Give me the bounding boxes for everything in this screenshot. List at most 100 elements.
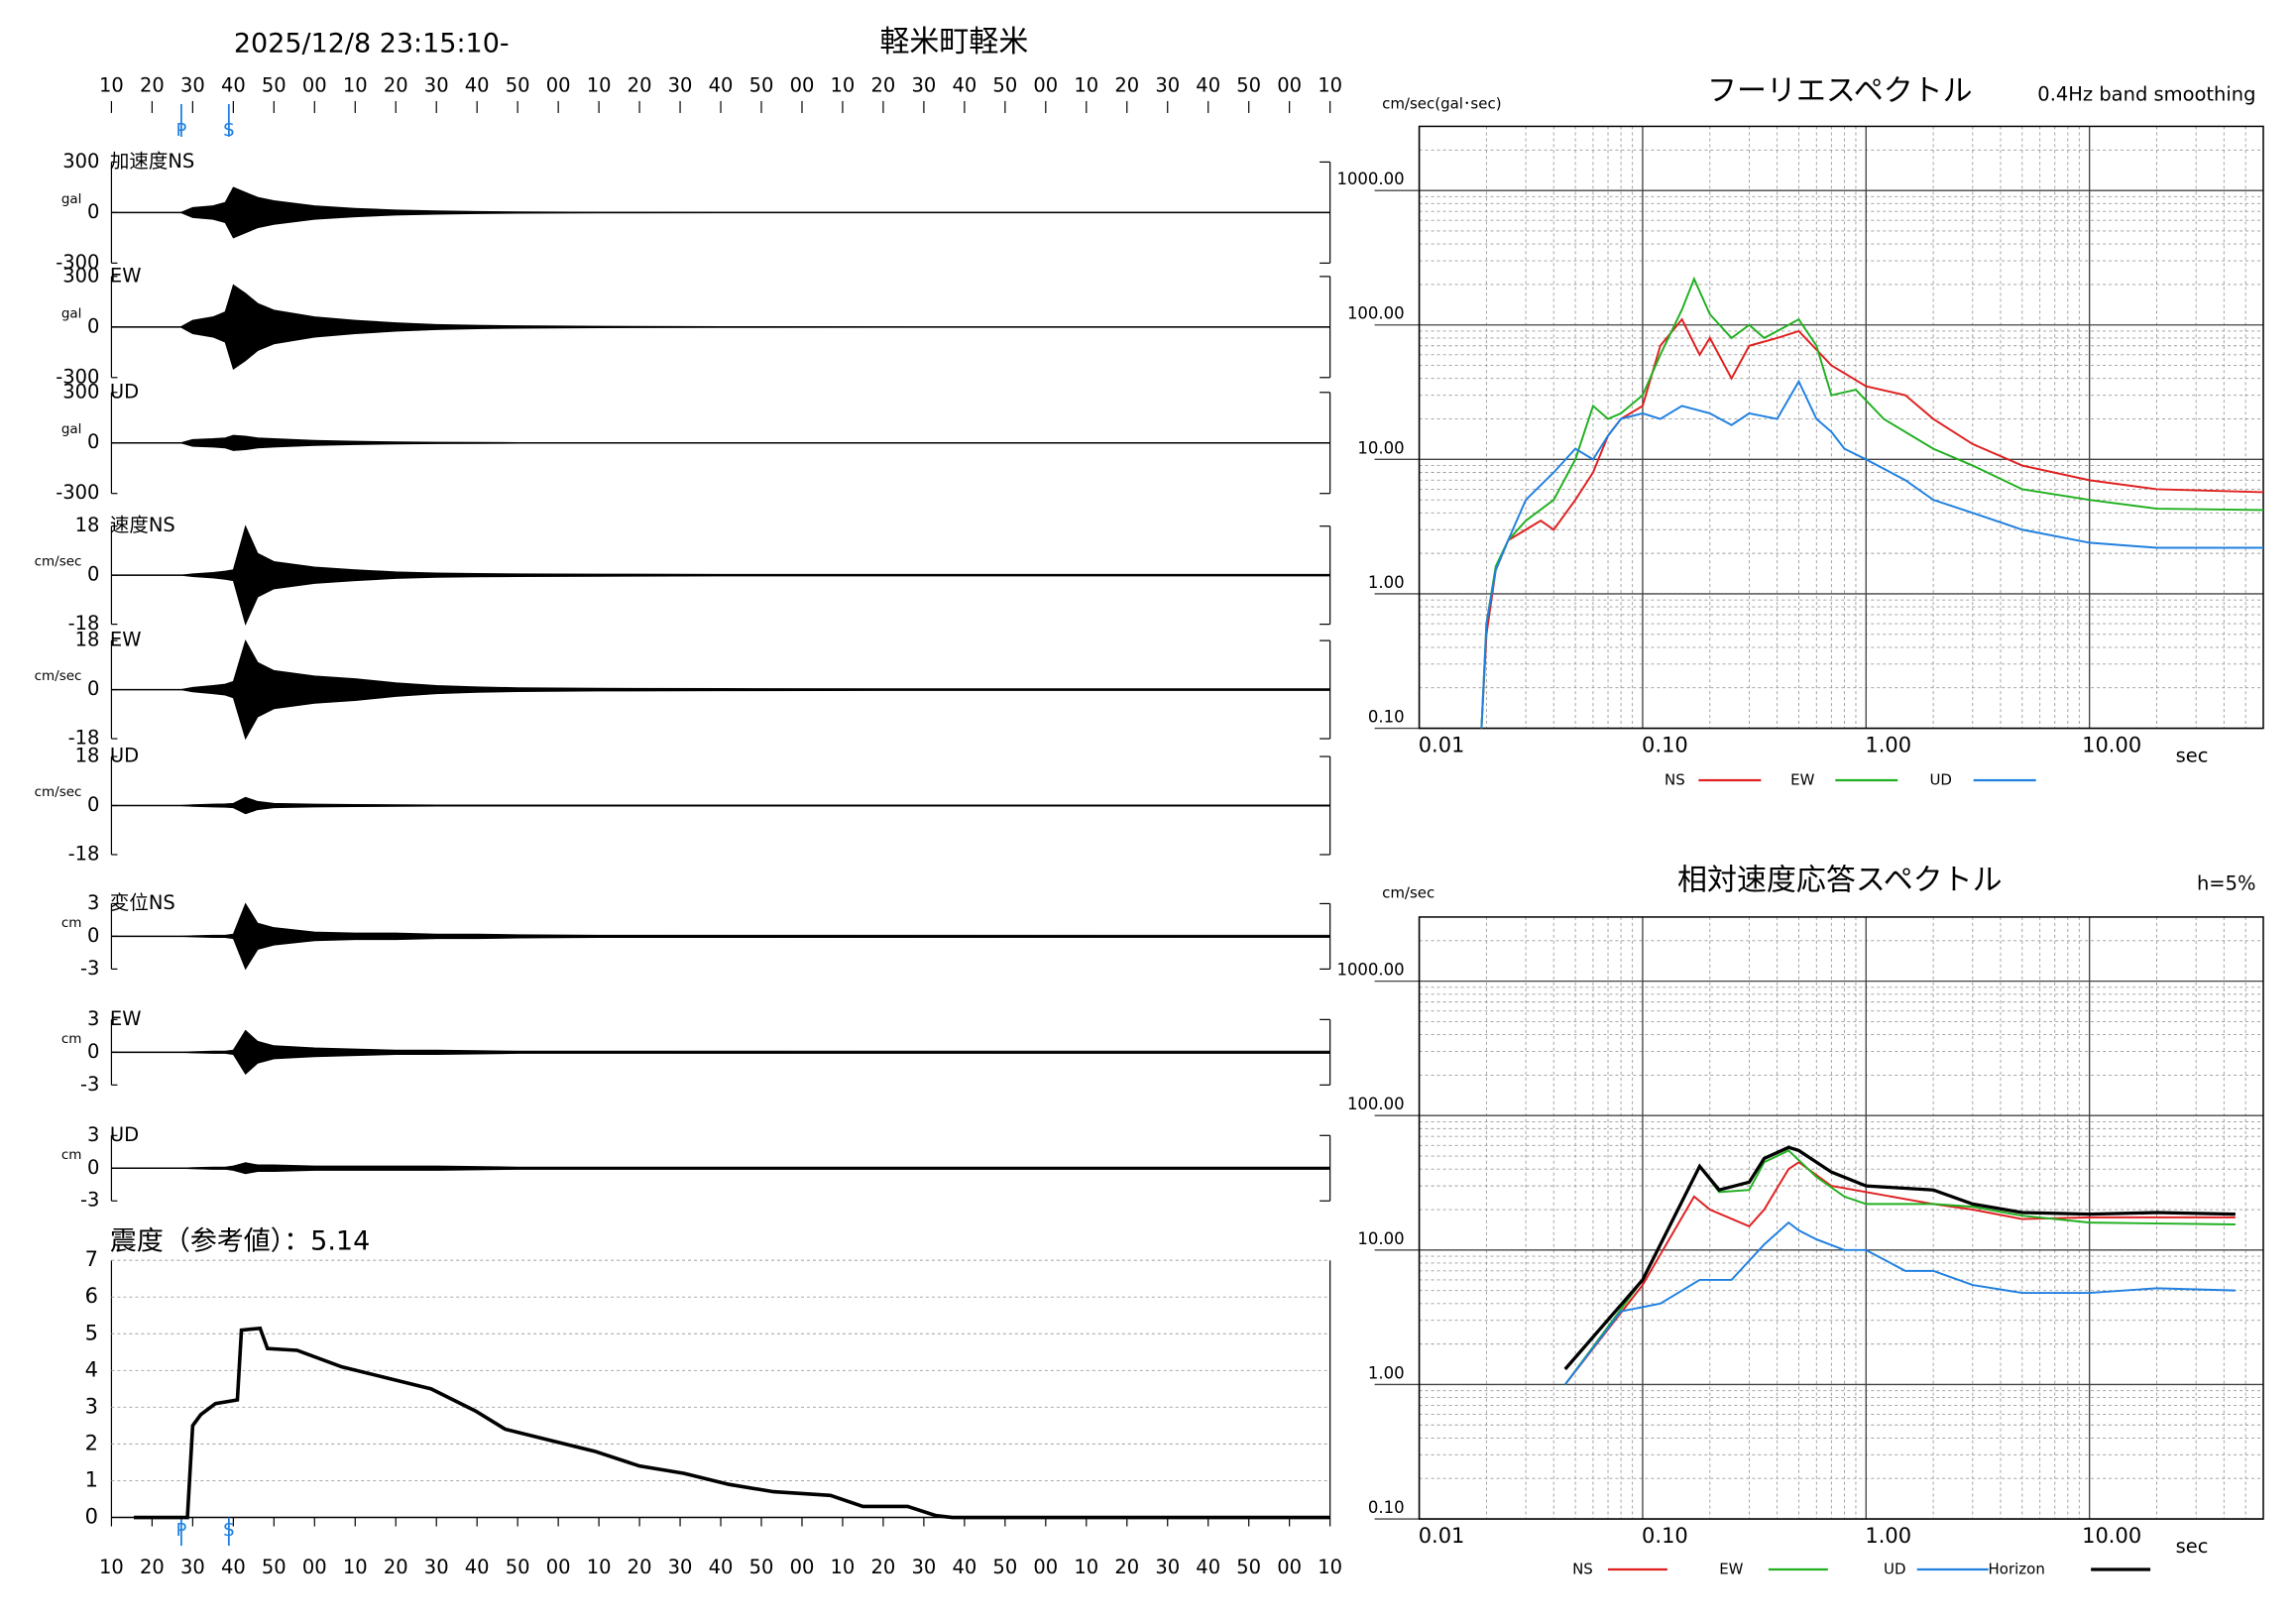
unit-label: gal [61,421,82,437]
spectrum-title: フーリエスペクトル [1707,73,1973,108]
time-tick-label: 30 [668,1556,693,1578]
waveform-envelope-lower [111,326,1330,371]
legend-label: NS [1572,1561,1593,1578]
panel-label: EW [110,629,142,651]
y-tick-label: 4 [85,1357,98,1381]
legend-label: UD [1929,771,1952,789]
phase-label: S [223,1520,234,1541]
waveform-envelope-upper [111,434,1330,444]
datetime: 2025/12/8 23:15:10- [234,29,510,59]
y-tick-label: 18 [75,514,100,536]
y-tick-label: 0 [87,314,99,337]
time-tick-label: 30 [912,73,937,96]
y-tick-label: 1000.00 [1336,170,1404,188]
unit-label: cm/sec [35,784,82,800]
y-tick-label: 0 [87,924,99,947]
time-tick-label: 20 [628,73,652,96]
time-tick-label: 00 [1033,73,1058,96]
time-tick-label: 40 [952,73,976,96]
time-tick-label: 10 [1074,1556,1098,1578]
waveform-envelope-upper [111,638,1330,691]
y-tick-label: -300 [56,365,99,388]
spectrum-line [1480,276,2264,729]
spectrum-line [1564,1161,2236,1386]
waveform-envelope-upper [111,524,1330,576]
time-tick-label: 20 [1114,1556,1139,1578]
y-tick-label: 10.00 [1357,438,1404,457]
time-tick-label: 50 [749,1556,774,1578]
y-tick-label: 2 [85,1431,98,1454]
y-tick-label: 18 [75,629,100,651]
time-tick-label: 10 [343,1556,368,1578]
time-tick-label: 20 [140,1556,165,1578]
y-tick-label: 0 [87,793,99,816]
time-tick-label: 10 [1318,1556,1342,1578]
y-tick-label: 0.10 [1368,708,1405,727]
x-tick-label: 1.00 [1865,734,1911,757]
y-tick-label: -3 [80,1073,99,1096]
waveform-envelope-upper [111,1162,1330,1169]
time-tick-label: 30 [912,1556,937,1578]
time-tick-label: 30 [668,73,693,96]
y-tick-label: 18 [75,745,100,767]
legend-label: EW [1790,771,1814,789]
time-tick-label: 00 [302,1556,327,1578]
y-tick-label: 0 [87,430,99,453]
time-tick-label: 20 [140,73,165,96]
time-tick-label: 10 [1318,73,1342,96]
time-tick-label: 50 [506,73,530,96]
unit-label: gal [61,191,82,207]
x-axis-unit: sec [2176,1535,2209,1558]
y-tick-label: 0 [85,1505,98,1529]
time-tick-label: 40 [709,73,734,96]
time-tick-label: 30 [1155,73,1180,96]
spectrum-line [1480,317,2264,729]
x-tick-label: 10.00 [2082,734,2141,757]
y-tick-label: 5 [85,1321,98,1344]
time-tick-label: 10 [99,1556,124,1578]
time-tick-label: 50 [506,1556,530,1578]
time-tick-label: 40 [1196,1556,1220,1578]
time-tick-label: 00 [546,73,571,96]
time-tick-label: 10 [587,1556,612,1578]
time-tick-label: 30 [1155,1556,1180,1578]
time-tick-label: 50 [262,73,287,96]
y-tick-label: 0 [87,1156,99,1179]
phase-label: P [175,1520,186,1541]
time-tick-label: 50 [992,1556,1017,1578]
waveform-envelope-lower [111,689,1330,741]
spectrum-subtitle: h=5% [2197,871,2256,894]
panel-label: EW [110,1007,142,1030]
y-tick-label: 0 [87,563,99,586]
time-tick-label: 20 [384,1556,408,1578]
waveform-envelope-lower [111,442,1330,451]
waveform-envelope-upper [111,796,1330,806]
time-tick-label: 40 [709,1556,734,1578]
x-tick-label: 0.01 [1419,1524,1465,1548]
waveform-envelope-lower [111,935,1330,971]
y-axis-unit: cm/sec [1382,883,1435,901]
legend-label: Horizon [1989,1561,2045,1578]
y-tick-label: -300 [56,251,99,274]
y-tick-label: 3 [87,1007,99,1030]
time-tick-label: 50 [992,73,1017,96]
spectrum-title: 相対速度応答スペクトル [1677,863,2003,897]
time-tick-label: 00 [790,1556,815,1578]
y-tick-label: -18 [68,842,100,865]
time-tick-label: 30 [424,73,449,96]
time-tick-label: 50 [1236,73,1261,96]
waveform-envelope-upper [111,186,1330,213]
time-tick-label: 10 [99,73,124,96]
y-tick-label: -300 [56,481,99,504]
y-tick-label: 100.00 [1347,1095,1405,1113]
y-tick-label: 0.10 [1368,1498,1405,1517]
plot-frame [1418,125,2264,730]
time-tick-label: 10 [1074,73,1098,96]
waveform-envelope-upper [111,902,1330,937]
x-axis-unit: sec [2176,745,2209,767]
unit-label: cm/sec [35,668,82,684]
x-tick-label: 0.10 [1642,1524,1688,1548]
panel-label: EW [110,264,142,287]
waveform-envelope-lower [111,574,1330,626]
waveform-envelope-upper [111,1029,1330,1053]
